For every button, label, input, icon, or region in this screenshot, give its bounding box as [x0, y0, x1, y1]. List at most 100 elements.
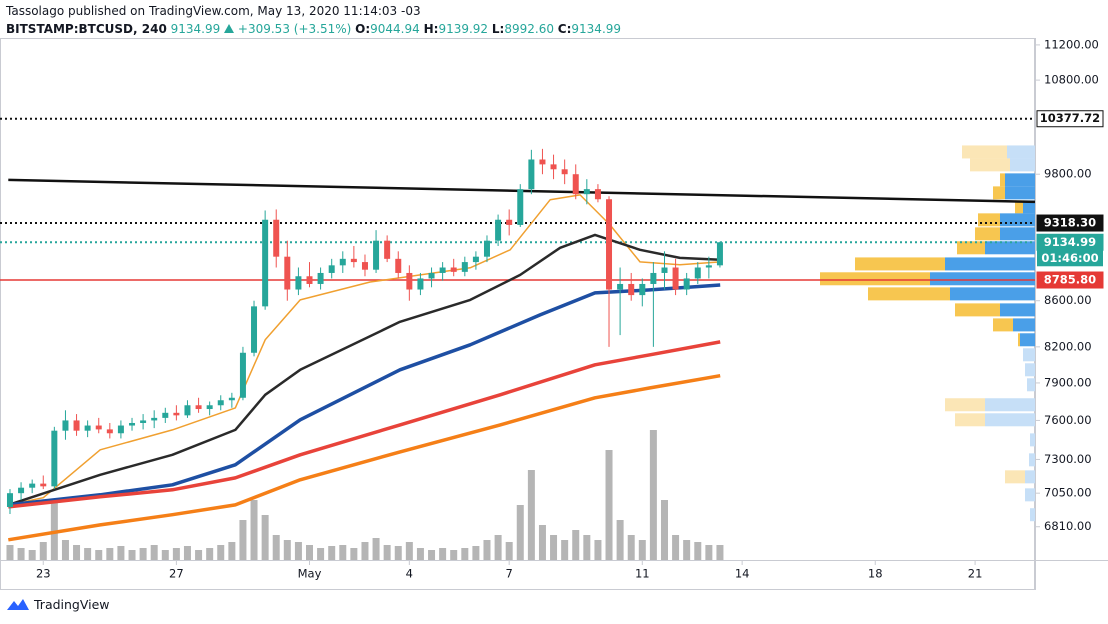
candle-body — [206, 405, 213, 410]
ohlc-value: 9139.92 — [438, 22, 489, 36]
volume-bar — [73, 545, 81, 560]
profile-up — [985, 398, 1035, 412]
candle-body — [539, 159, 546, 165]
profile-down — [975, 227, 1000, 241]
candle-body — [384, 240, 391, 259]
volume-bar — [472, 546, 480, 560]
candle-body — [117, 425, 124, 434]
volume-bar — [583, 535, 591, 560]
x-tick-label: 7 — [506, 567, 513, 581]
volume-bar — [261, 515, 269, 560]
y-tick-label: 7900.00 — [1044, 375, 1092, 389]
y-tick-label: 10800.00 — [1044, 73, 1099, 87]
profile-up — [1005, 186, 1035, 200]
profile-up — [930, 272, 1035, 286]
byline: Tassolago published on TradingView.com, … — [6, 2, 621, 20]
profile-up — [1025, 470, 1035, 484]
volume-bar — [494, 535, 502, 560]
volume-bar — [616, 520, 624, 560]
volume-bar — [405, 542, 413, 560]
volume-bar — [605, 450, 613, 560]
volume-bar — [394, 546, 402, 560]
candle-body — [373, 240, 380, 270]
volume-bar — [350, 548, 358, 560]
profile-up — [1030, 433, 1035, 447]
profile-up — [945, 257, 1035, 271]
x-tick-label: 18 — [868, 567, 883, 581]
volume-bar — [461, 548, 469, 560]
profile-up — [1027, 378, 1035, 392]
volume-bar — [95, 550, 103, 560]
profile-up — [1010, 158, 1035, 172]
candle-body — [173, 412, 180, 416]
volume-bar — [239, 520, 247, 560]
ohlc-key: H: — [423, 22, 439, 36]
profile-down — [1000, 173, 1005, 187]
candle-body — [217, 400, 224, 406]
volume-bar — [28, 550, 36, 560]
change: +309.53 (+3.51%) — [237, 22, 352, 36]
volume-bar — [39, 542, 47, 560]
candle-body — [317, 272, 324, 284]
candle-body — [594, 189, 601, 200]
profile-up — [1020, 333, 1035, 347]
profile-up — [1000, 227, 1035, 241]
profile-down — [820, 272, 930, 286]
y-tick-label: 7050.00 — [1044, 486, 1092, 500]
candle-body — [506, 219, 513, 225]
candle-body — [162, 412, 169, 418]
candle-body — [361, 262, 368, 270]
profile-up — [1007, 145, 1035, 159]
countdown-box — [1037, 250, 1103, 267]
candle-body — [284, 256, 291, 290]
candle-body — [561, 169, 568, 175]
candle-body — [406, 272, 413, 290]
volume-bar — [416, 548, 424, 560]
axes: 11200.00 10800.00 9800.00 8600.00 8200.00 790… — [36, 37, 1104, 581]
y-tick-label: 9800.00 — [1044, 167, 1092, 181]
profile-up — [1025, 363, 1035, 377]
candle-body — [450, 267, 457, 272]
volume-bar — [294, 542, 302, 560]
candle-body — [694, 267, 701, 279]
volume-bar — [561, 540, 569, 560]
logo-icon — [7, 599, 29, 610]
candle-body — [639, 283, 646, 296]
brand: TradingView — [34, 596, 110, 612]
candle-body — [62, 420, 69, 431]
profile-down — [978, 213, 1000, 227]
volume-bar — [672, 535, 680, 560]
volume-bar — [594, 540, 602, 560]
chart: 11200.00 10800.00 9800.00 8600.00 8200.00 790… — [0, 37, 1108, 590]
profile-up — [1029, 453, 1035, 467]
volume-bar — [206, 548, 214, 560]
candle-body — [606, 199, 613, 290]
moving-average — [7, 233, 721, 507]
price-label-box — [1036, 214, 1104, 232]
plot-area — [0, 117, 1035, 560]
y-tick-label: 8600.00 — [1044, 293, 1092, 307]
candle-body — [583, 189, 590, 195]
moving-average — [8, 340, 721, 509]
volume-bar — [106, 548, 114, 560]
candle-body — [661, 267, 668, 273]
volume-bar — [306, 545, 314, 560]
candle-body — [483, 240, 490, 257]
profile-up — [985, 241, 1035, 255]
profile-up — [1000, 213, 1035, 227]
candle-body — [151, 417, 158, 421]
volume-bar — [361, 542, 369, 560]
volume-bar — [272, 535, 280, 560]
symbol: BITSTAMP:BTCUSD, 240 — [6, 22, 167, 36]
profile-down — [1015, 200, 1023, 214]
profile-down — [1005, 470, 1025, 484]
candle-body — [95, 425, 102, 430]
candle-body — [195, 405, 202, 410]
volume-bar — [660, 500, 668, 560]
volume-bar — [328, 546, 336, 560]
candle-body — [273, 219, 280, 257]
price-label: 9318.30 — [1044, 216, 1096, 230]
candle-body — [683, 278, 690, 290]
profile-down — [855, 257, 945, 271]
volume-bar — [538, 525, 546, 560]
